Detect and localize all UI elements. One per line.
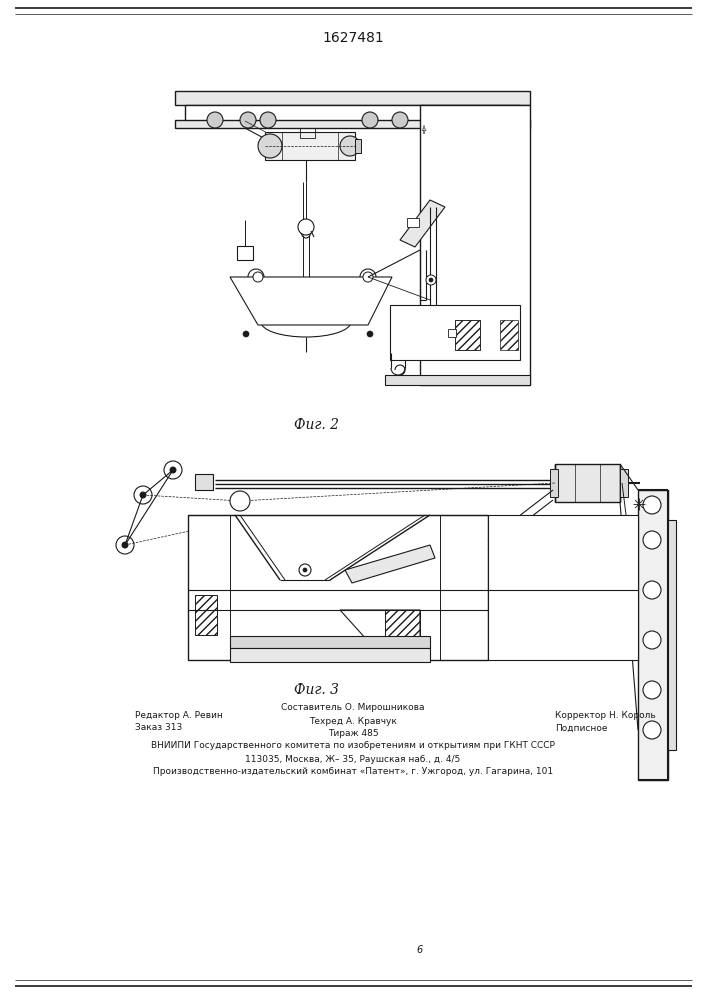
- Text: Заказ 313: Заказ 313: [135, 724, 182, 732]
- Circle shape: [363, 272, 373, 282]
- Circle shape: [207, 112, 223, 128]
- Circle shape: [643, 581, 661, 599]
- Bar: [237, 246, 253, 260]
- Circle shape: [426, 275, 436, 285]
- Bar: [550, 469, 558, 497]
- Text: ВНИИПИ Государственного комитета по изобретениям и открытиям при ГКНТ СССР: ВНИИПИ Государственного комитета по изоб…: [151, 742, 555, 750]
- Text: Корректор Н. Король: Корректор Н. Король: [555, 710, 656, 720]
- Bar: [175, 91, 530, 105]
- Circle shape: [140, 492, 146, 498]
- Bar: [385, 375, 530, 385]
- Circle shape: [643, 531, 661, 549]
- Polygon shape: [230, 277, 392, 325]
- Text: Редактор А. Ревин: Редактор А. Ревин: [135, 710, 223, 720]
- Bar: [638, 490, 668, 780]
- Bar: [300, 128, 315, 138]
- Circle shape: [122, 542, 128, 548]
- Circle shape: [643, 681, 661, 699]
- Bar: [230, 636, 430, 648]
- Circle shape: [230, 491, 250, 511]
- Circle shape: [164, 461, 182, 479]
- Circle shape: [340, 136, 360, 156]
- Polygon shape: [400, 200, 445, 247]
- Circle shape: [253, 274, 259, 280]
- Circle shape: [362, 112, 378, 128]
- Text: ╬: ╬: [421, 126, 425, 134]
- Text: 1627481: 1627481: [322, 31, 384, 45]
- Circle shape: [134, 486, 152, 504]
- Bar: [668, 520, 676, 750]
- Bar: [620, 469, 628, 497]
- Circle shape: [367, 331, 373, 337]
- Bar: [318, 638, 340, 660]
- Bar: [355, 139, 361, 153]
- Text: Тираж 485: Тираж 485: [327, 730, 378, 738]
- Bar: [448, 329, 456, 337]
- Circle shape: [392, 112, 408, 128]
- Circle shape: [240, 112, 256, 128]
- Circle shape: [243, 331, 249, 337]
- Circle shape: [303, 568, 307, 572]
- Circle shape: [429, 278, 433, 282]
- Text: 113035, Москва, Ж– 35, Раушская наб., д. 4/5: 113035, Москва, Ж– 35, Раушская наб., д.…: [245, 754, 461, 764]
- Circle shape: [116, 536, 134, 554]
- Text: Фиг. 2: Фиг. 2: [295, 418, 339, 432]
- Bar: [407, 218, 419, 227]
- Text: 6: 6: [417, 945, 423, 955]
- Text: Фиг. 3: Фиг. 3: [295, 683, 339, 697]
- Circle shape: [258, 134, 282, 158]
- Bar: [195, 595, 217, 635]
- Text: Подписное: Подписное: [555, 724, 607, 732]
- Bar: [265, 132, 355, 160]
- Circle shape: [643, 721, 661, 739]
- Polygon shape: [345, 545, 435, 583]
- Bar: [185, 105, 520, 121]
- Circle shape: [365, 274, 371, 280]
- Text: Составитель О. Мирошникова: Составитель О. Мирошникова: [281, 704, 425, 712]
- Circle shape: [248, 269, 264, 285]
- Bar: [390, 305, 520, 360]
- Bar: [175, 120, 530, 128]
- Circle shape: [298, 219, 314, 235]
- Circle shape: [360, 269, 376, 285]
- Bar: [188, 515, 488, 660]
- Text: Техред А. Кравчук: Техред А. Кравчук: [309, 716, 397, 726]
- Circle shape: [260, 112, 276, 128]
- Bar: [455, 320, 480, 350]
- Bar: [488, 515, 638, 660]
- Circle shape: [643, 631, 661, 649]
- Bar: [500, 320, 518, 350]
- Bar: [420, 105, 530, 385]
- Circle shape: [170, 467, 176, 473]
- Bar: [195, 474, 213, 490]
- Bar: [555, 464, 620, 502]
- Bar: [230, 648, 430, 662]
- Circle shape: [299, 564, 311, 576]
- Bar: [385, 610, 420, 660]
- Circle shape: [253, 272, 263, 282]
- Circle shape: [643, 496, 661, 514]
- Text: Производственно-издательский комбинат «Патент», г. Ужгород, ул. Гагарина, 101: Производственно-издательский комбинат «П…: [153, 768, 553, 776]
